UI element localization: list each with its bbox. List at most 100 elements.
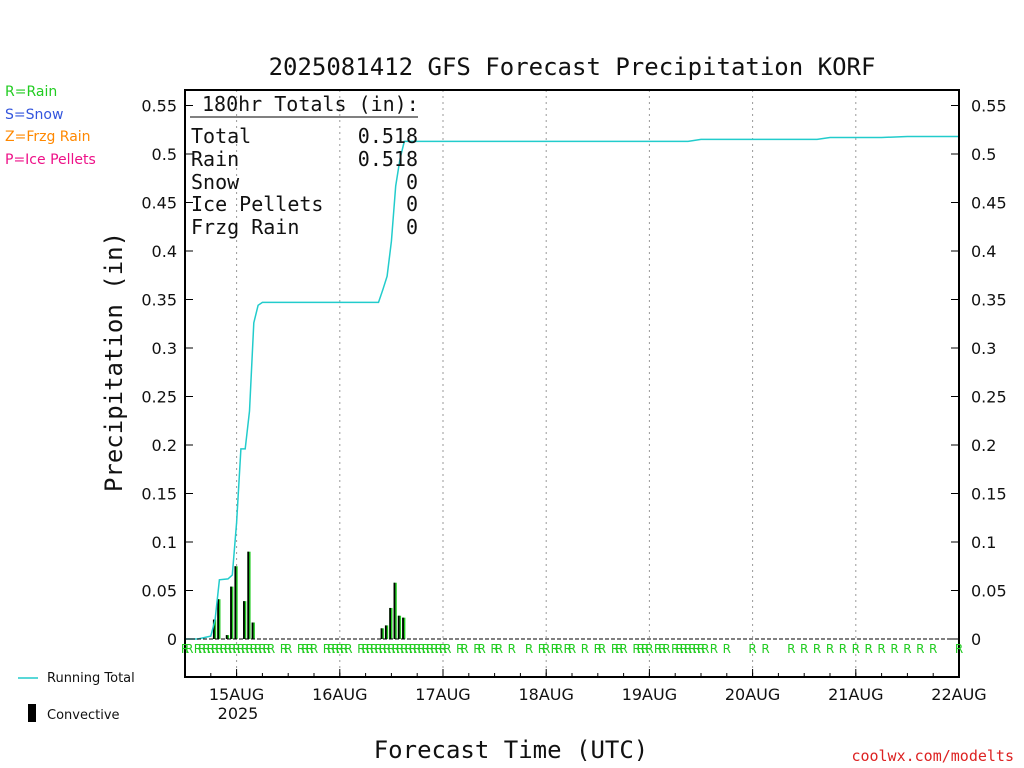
precip-type-letter: R	[181, 642, 189, 656]
precip-type-letter: R	[379, 642, 387, 656]
totals-frzg-rain-label: Frzg Rain	[191, 215, 299, 239]
precip-type-letter: R	[916, 642, 924, 656]
precip-type-letter: R	[619, 642, 627, 656]
precip-type-letter: R	[701, 642, 709, 656]
precip-type-letter: R	[615, 642, 623, 656]
precip-type-letter: R	[538, 642, 546, 656]
legend-snow: S=Snow	[5, 107, 63, 123]
precip-type-letter: R	[392, 642, 400, 656]
chart-title: 2025081412 GFS Forecast Precipitation KO…	[269, 53, 876, 81]
precip-type-letter: R	[598, 642, 606, 656]
x-tick-label: 22AUG	[931, 685, 986, 704]
y-tick-label-left: 0.3	[152, 339, 177, 358]
precip-type-letter: R	[306, 642, 314, 656]
precip-type-letter: R	[839, 642, 847, 656]
precip-type-letter: R	[654, 642, 662, 656]
precip-type-letter: R	[263, 642, 271, 656]
precip-type-letter: R	[297, 642, 305, 656]
y-tick-label-right: 0.25	[971, 388, 1007, 407]
precip-type-letter: R	[641, 642, 649, 656]
precip-type-letter: R	[202, 642, 210, 656]
precip-type-letter: R	[422, 642, 430, 656]
totals-snow-label: Snow	[191, 170, 240, 194]
y-tick-label-right: 0.3	[971, 339, 996, 358]
precip-type-letter: R	[478, 642, 486, 656]
convective-bar	[402, 617, 404, 639]
precip-type-letter: R	[374, 642, 382, 656]
precip-type-letter: R	[581, 642, 589, 656]
precip-type-letter: R	[890, 642, 898, 656]
precip-type-letter: R	[284, 642, 292, 656]
precip-type-letter: R	[495, 642, 503, 656]
y-axis-label: Precipitation (in)	[100, 232, 128, 492]
precip-type-letter: R	[594, 642, 602, 656]
totals-snow-value: 0	[406, 170, 418, 194]
y-tick-label-left: 0.35	[141, 291, 177, 310]
precip-type-letter: R	[198, 642, 206, 656]
convective-legend-label: Convective	[47, 708, 120, 723]
x-tick-label: 16AUG	[312, 685, 367, 704]
precip-type-letter: R	[400, 642, 408, 656]
y-tick-label-left: 0.05	[141, 582, 177, 601]
precip-type-letter: R	[697, 642, 705, 656]
precip-type-letter: R	[710, 642, 718, 656]
precip-type-letter: R	[551, 642, 559, 656]
precip-type-letter: R	[237, 642, 245, 656]
precip-type-letter: R	[258, 642, 266, 656]
precip-type-letter: R	[357, 642, 365, 656]
precip-type-letter: R	[310, 642, 318, 656]
totals-rain-label: Rain	[191, 147, 239, 171]
bars	[212, 551, 406, 639]
precip-type-letter: R	[267, 642, 275, 656]
precip-type-letter: R	[525, 642, 533, 656]
precip-type-letter: R	[662, 642, 670, 656]
y-ticks-left: 0 0.05 0.1 0.15 0.2 0.25 0.3 0.35 0.4 0.45 0.5 0.55	[141, 97, 193, 649]
precip-type-letter: R	[787, 642, 795, 656]
running-total-line	[185, 135, 959, 640]
x-tick-label: 19AUG	[622, 685, 677, 704]
left-legend: R=Rain S=Snow Z=Frzg Rain P=Ice Pellets	[5, 84, 96, 168]
precip-type-letter: R	[508, 642, 516, 656]
precip-type-letter: R	[383, 642, 391, 656]
precip-type-letter: R	[331, 642, 339, 656]
precip-type-letter: R	[473, 642, 481, 656]
precip-type-letter: R	[220, 642, 228, 656]
convective-bar	[225, 635, 228, 639]
precip-type-letter: R	[680, 642, 688, 656]
precip-type-letter: R	[929, 642, 937, 656]
convective-bar	[243, 601, 245, 639]
convective-bar	[393, 582, 396, 639]
x-tick-label: 21AUG	[828, 685, 883, 704]
convective-swatch	[28, 704, 36, 722]
precip-type-letter: R	[693, 642, 701, 656]
precip-type-letter: R	[877, 642, 885, 656]
precip-type-letter: R	[413, 642, 421, 656]
y-tick-label-left: 0.25	[141, 388, 177, 407]
precip-type-letter: R	[813, 642, 821, 656]
precip-type-letter: R	[232, 642, 240, 656]
precip-type-letter: R	[675, 642, 683, 656]
plot-frame	[184, 89, 960, 678]
y-tick-label-left: 0.45	[141, 194, 177, 213]
precip-type-letter: R	[280, 642, 288, 656]
y-tick-label-left: 0.5	[152, 145, 177, 164]
precip-type-letter: R	[761, 642, 769, 656]
precip-type-letter: R	[396, 642, 404, 656]
precip-type-letter: R	[323, 642, 331, 656]
legend-frzg-rain: Z=Frzg Rain	[5, 129, 91, 145]
precip-type-letter: R	[426, 642, 434, 656]
y-tick-label-right: 0.55	[971, 97, 1007, 116]
precip-type-letter: R	[336, 642, 344, 656]
precip-type-letter: R	[443, 642, 451, 656]
precip-type-letter: R	[366, 642, 374, 656]
convective-bar	[389, 607, 392, 639]
precip-type-letter: R	[327, 642, 335, 656]
y-tick-label-left: 0	[167, 630, 177, 649]
precip-type-letter: R	[228, 642, 236, 656]
bottom-legend: Running Total Convective	[18, 671, 135, 723]
convective-bar	[251, 622, 254, 639]
precip-type-letter: R	[658, 642, 666, 656]
y-tick-label-left: 0.1	[152, 533, 177, 552]
